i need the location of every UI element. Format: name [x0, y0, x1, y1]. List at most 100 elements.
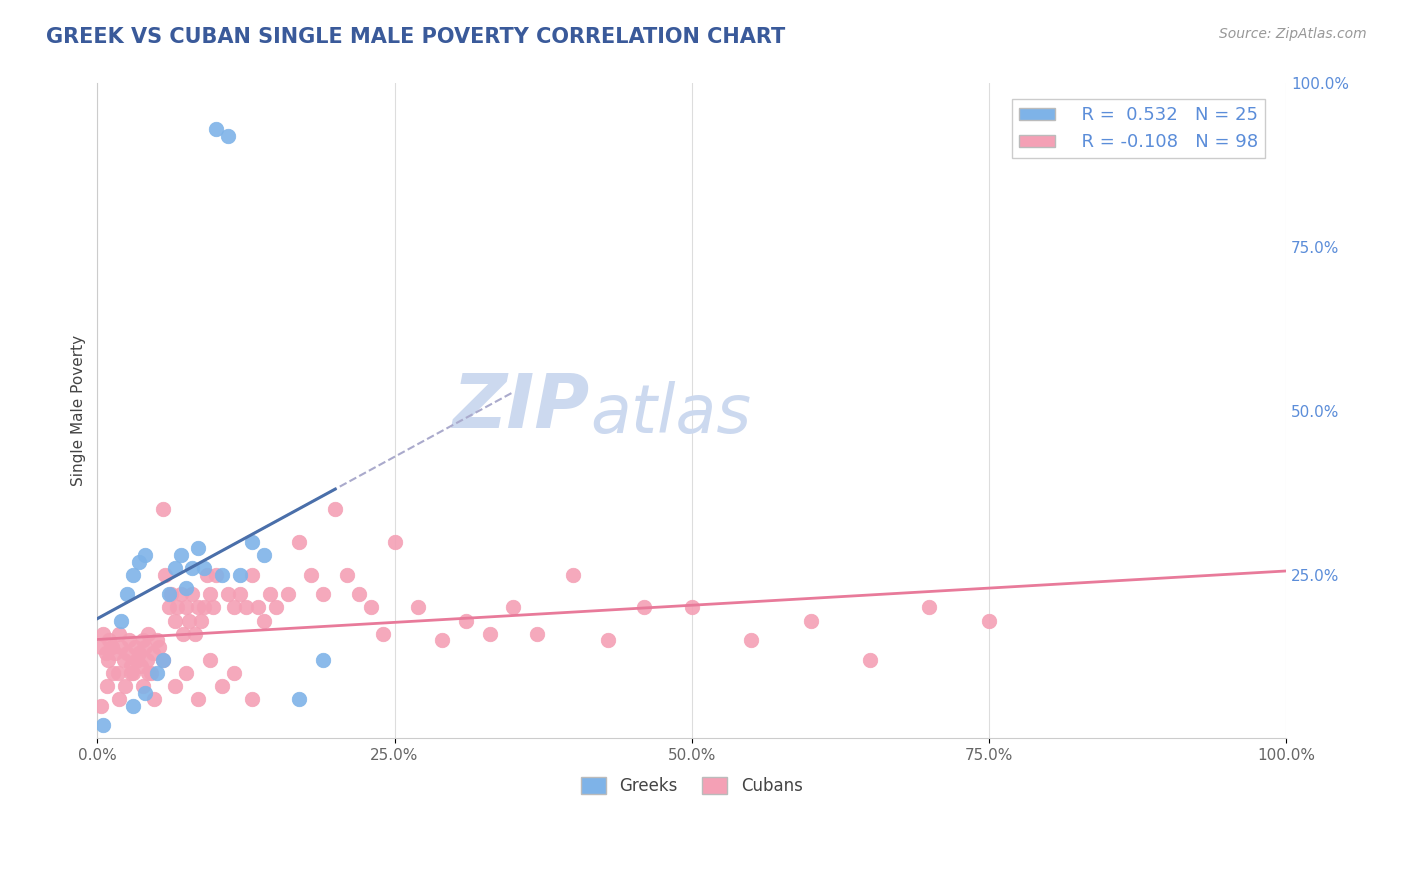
Point	[131, 633, 153, 648]
Point	[347, 587, 370, 601]
Point	[172, 626, 194, 640]
Point	[598, 633, 620, 648]
Point	[360, 600, 382, 615]
Point	[977, 614, 1000, 628]
Point	[740, 633, 762, 648]
Point	[143, 692, 166, 706]
Point	[160, 587, 183, 601]
Point	[246, 600, 269, 615]
Point	[115, 587, 138, 601]
Point	[406, 600, 429, 615]
Text: ZIP: ZIP	[453, 371, 591, 444]
Point	[91, 626, 114, 640]
Point	[195, 567, 218, 582]
Point	[122, 698, 145, 713]
Point	[253, 548, 276, 562]
Point	[253, 614, 276, 628]
Point	[454, 614, 477, 628]
Point	[157, 600, 180, 615]
Point	[152, 653, 174, 667]
Point	[139, 665, 162, 680]
Point	[200, 653, 222, 667]
Point	[138, 626, 160, 640]
Legend: Greeks, Cubans: Greeks, Cubans	[574, 771, 810, 802]
Point	[163, 561, 186, 575]
Point	[157, 587, 180, 601]
Point	[90, 640, 112, 654]
Point	[201, 600, 224, 615]
Point	[323, 502, 346, 516]
Point	[142, 646, 165, 660]
Point	[97, 653, 120, 667]
Text: Source: ZipAtlas.com: Source: ZipAtlas.com	[1219, 27, 1367, 41]
Point	[430, 633, 453, 648]
Point	[184, 626, 207, 640]
Point	[94, 646, 117, 660]
Point	[110, 640, 132, 654]
Point	[177, 614, 200, 628]
Point	[312, 587, 335, 601]
Point	[131, 679, 153, 693]
Point	[264, 600, 287, 615]
Point	[91, 718, 114, 732]
Point	[134, 685, 156, 699]
Point	[148, 640, 170, 654]
Point	[107, 692, 129, 706]
Point	[259, 587, 281, 601]
Point	[96, 679, 118, 693]
Point	[152, 502, 174, 516]
Point	[799, 614, 821, 628]
Point	[110, 614, 132, 628]
Point	[125, 653, 148, 667]
Point	[299, 567, 322, 582]
Point	[205, 567, 228, 582]
Y-axis label: Single Male Poverty: Single Male Poverty	[72, 335, 86, 486]
Point	[122, 665, 145, 680]
Point	[187, 600, 209, 615]
Point	[118, 633, 141, 648]
Point	[190, 614, 212, 628]
Point	[114, 679, 136, 693]
Point	[277, 587, 299, 601]
Point	[288, 535, 311, 549]
Point	[181, 561, 204, 575]
Point	[134, 640, 156, 654]
Point	[222, 600, 245, 615]
Point	[211, 679, 233, 693]
Point	[187, 541, 209, 556]
Point	[371, 626, 394, 640]
Point	[138, 665, 160, 680]
Point	[217, 587, 239, 601]
Point	[136, 653, 159, 667]
Point	[240, 567, 263, 582]
Point	[128, 555, 150, 569]
Point	[107, 626, 129, 640]
Point	[131, 659, 153, 673]
Point	[98, 633, 121, 648]
Point	[205, 122, 228, 136]
Point	[125, 653, 148, 667]
Point	[240, 692, 263, 706]
Point	[211, 567, 233, 582]
Text: atlas: atlas	[591, 381, 752, 447]
Point	[90, 698, 112, 713]
Point	[187, 692, 209, 706]
Point	[153, 567, 176, 582]
Point	[312, 653, 335, 667]
Point	[112, 653, 135, 667]
Point	[681, 600, 703, 615]
Point	[229, 587, 252, 601]
Point	[128, 646, 150, 660]
Point	[120, 659, 142, 673]
Point	[200, 587, 222, 601]
Point	[134, 548, 156, 562]
Point	[918, 600, 941, 615]
Point	[107, 665, 129, 680]
Point	[100, 640, 122, 654]
Point	[163, 679, 186, 693]
Point	[146, 665, 169, 680]
Point	[633, 600, 655, 615]
Point	[169, 587, 191, 601]
Point	[176, 665, 198, 680]
Point	[115, 646, 138, 660]
